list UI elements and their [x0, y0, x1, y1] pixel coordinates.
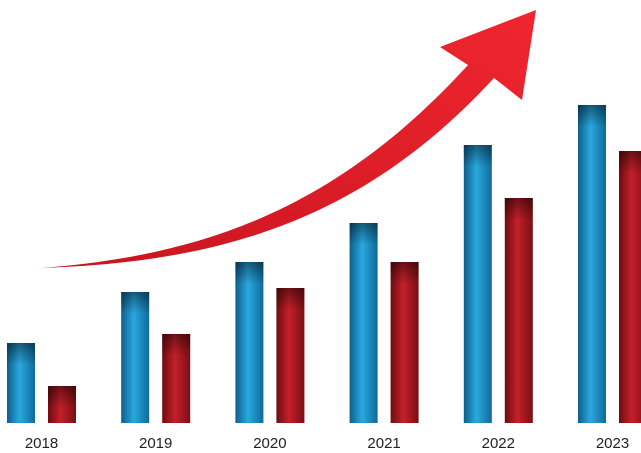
bar-top-shade: [390, 262, 419, 284]
bar-2020-series-1: [235, 262, 264, 423]
bar-2021-series-1: [349, 223, 378, 423]
bar-top-shade: [121, 292, 150, 314]
x-tick-label: 2019: [139, 435, 172, 452]
bar-2021-series-2: [390, 262, 419, 423]
x-tick-label: 2023: [596, 435, 629, 452]
bar-top-shade: [276, 288, 305, 310]
bars-group: [7, 105, 641, 423]
bar-2022-series-2: [504, 198, 533, 423]
bar-2022-series-1: [463, 145, 492, 423]
bar-2023-series-1: [578, 105, 606, 423]
bar-top-shade: [235, 262, 264, 284]
bar-top-shade: [578, 105, 606, 127]
bar-top-shade: [619, 151, 641, 173]
bar-top-shade: [162, 334, 191, 356]
bar-top-shade: [48, 386, 76, 408]
bar-2020-series-2: [276, 288, 305, 423]
x-tick-label: 2022: [482, 435, 515, 452]
bar-top-shade: [7, 343, 35, 365]
bar-2023-series-2: [619, 151, 641, 423]
x-axis-ticks: 2018 2019 2020 2021 2022 2023: [25, 435, 629, 452]
bar-top-shade: [504, 198, 533, 220]
x-tick-label: 2020: [253, 435, 286, 452]
trend-arrow: [42, 10, 536, 268]
bar-top-shade: [349, 223, 378, 245]
bar-top-shade: [463, 145, 492, 167]
x-tick-label: 2021: [367, 435, 400, 452]
x-tick-label: 2018: [25, 435, 58, 452]
